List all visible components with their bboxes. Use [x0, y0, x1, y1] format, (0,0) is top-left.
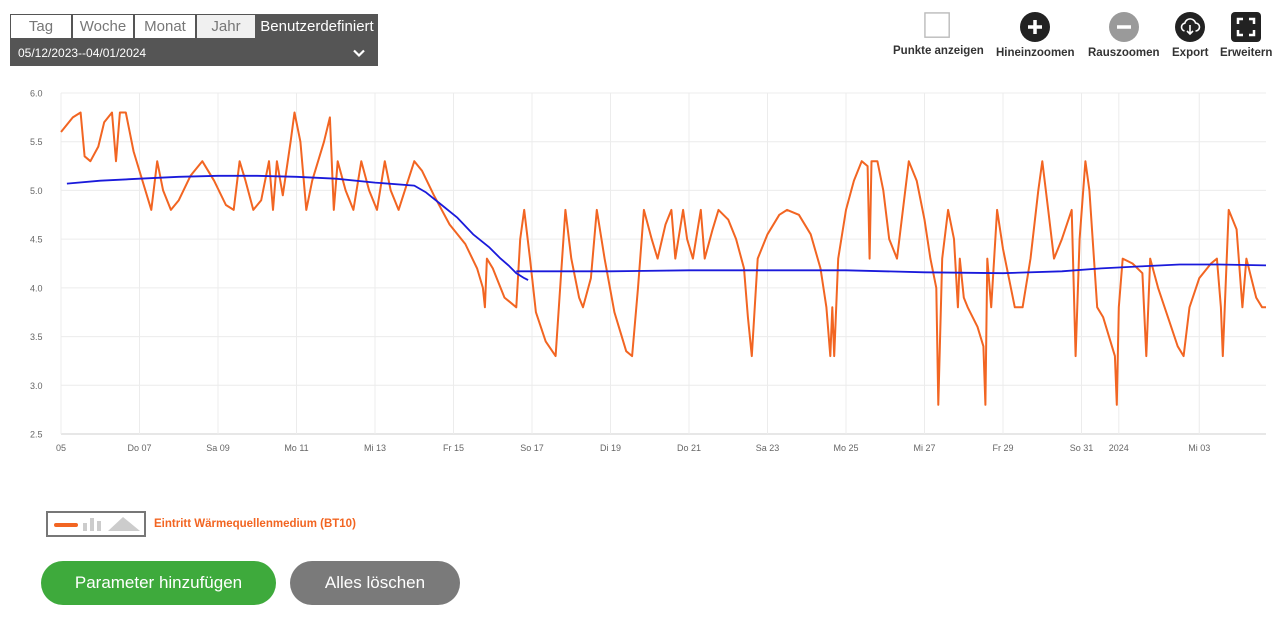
tab-day[interactable]: Tag	[10, 14, 72, 39]
date-range-dropdown[interactable]: 05/12/2023--04/01/2024	[10, 39, 378, 66]
zoom-out-label: Rauszoomen	[1088, 47, 1160, 59]
zoom-out-button[interactable]: Rauszoomen	[1088, 12, 1160, 59]
export-label: Export	[1172, 47, 1209, 59]
y-tick-label: 4.0	[30, 283, 43, 293]
chart-legend: Eintritt Wärmequellenmedium (BT10)	[46, 511, 356, 537]
chart-style-icon	[54, 517, 140, 531]
y-tick-label: 5.0	[30, 186, 43, 196]
x-tick-label: 05	[56, 443, 66, 453]
y-axis-ticks: 2.5 3.0 3.5 4.0 4.5 5.0 5.5 6.0	[30, 89, 43, 440]
plus-circle-icon	[1020, 12, 1051, 42]
expand-label: Erweitern	[1220, 47, 1273, 59]
checkbox-icon[interactable]	[924, 12, 952, 40]
show-points-toggle[interactable]: Punkte anzeigen	[893, 12, 984, 57]
add-parameter-button[interactable]: Parameter hinzufügen	[41, 561, 276, 605]
series-line-1	[66, 174, 529, 281]
tab-month[interactable]: Monat	[134, 14, 196, 39]
export-button[interactable]: Export	[1172, 12, 1208, 59]
x-tick-label: Sa 09	[206, 443, 230, 453]
y-tick-label: 4.5	[30, 235, 43, 245]
tab-custom[interactable]: Benutzerdefiniert	[256, 14, 378, 39]
x-tick-label: Do 21	[677, 443, 701, 453]
expand-button[interactable]: Erweitern	[1220, 12, 1272, 59]
x-tick-label: Di 19	[600, 443, 621, 453]
y-tick-label: 5.5	[30, 137, 43, 147]
x-tick-label: Mi 13	[364, 443, 386, 453]
series-line-0	[60, 111, 1266, 406]
x-tick-label: Mi 03	[1188, 443, 1210, 453]
x-tick-label: Do 07	[127, 443, 151, 453]
date-range-value: 05/12/2023--04/01/2024	[18, 45, 147, 60]
zoom-in-label: Hineinzoomen	[996, 47, 1075, 59]
y-tick-label: 2.5	[30, 430, 43, 440]
date-range-selector: Tag Woche Monat Jahr Benutzerdefiniert 0…	[10, 14, 378, 66]
legend-label: Eintritt Wärmequellenmedium (BT10)	[154, 518, 356, 530]
x-axis-ticks: 05 Do 07 Sa 09 Mo 11 Mi 13 Fr 15 So 17 Di 19 Do …	[56, 443, 1210, 453]
y-tick-label: 3.0	[30, 381, 43, 391]
x-tick-label: Mo 25	[834, 443, 859, 453]
x-tick-label: Mo 11	[284, 443, 308, 453]
x-tick-label: So 31	[1070, 443, 1094, 453]
chart-series	[60, 111, 1267, 406]
temperature-chart[interactable]: 2.5 3.0 3.5 4.0 4.5 5.0 5.5 6.0 05 Do 07 Sa 09 Mo …	[0, 80, 1280, 470]
fullscreen-icon	[1231, 12, 1262, 42]
y-tick-label: 3.5	[30, 332, 43, 342]
x-tick-label: Fr 15	[443, 443, 464, 453]
tab-week[interactable]: Woche	[72, 14, 134, 39]
x-tick-label: Sa 23	[756, 443, 780, 453]
y-tick-label: 6.0	[30, 89, 43, 99]
x-tick-label: So 17	[520, 443, 544, 453]
cloud-download-icon	[1175, 12, 1206, 42]
series-line-2	[516, 263, 1267, 275]
show-points-label: Punkte anzeigen	[893, 45, 984, 57]
zoom-in-button[interactable]: Hineinzoomen	[996, 12, 1075, 59]
range-tabs: Tag Woche Monat Jahr Benutzerdefiniert	[10, 14, 378, 39]
x-tick-label: 2024	[1109, 443, 1129, 453]
minus-circle-icon	[1108, 12, 1139, 42]
chevron-down-icon	[353, 49, 365, 57]
clear-all-button[interactable]: Alles löschen	[290, 561, 460, 605]
x-tick-label: Fr 29	[993, 443, 1014, 453]
chart-grid	[60, 92, 1266, 435]
x-tick-label: Mi 27	[914, 443, 936, 453]
tab-year[interactable]: Jahr	[196, 14, 256, 39]
legend-style-toggle[interactable]	[46, 511, 146, 537]
